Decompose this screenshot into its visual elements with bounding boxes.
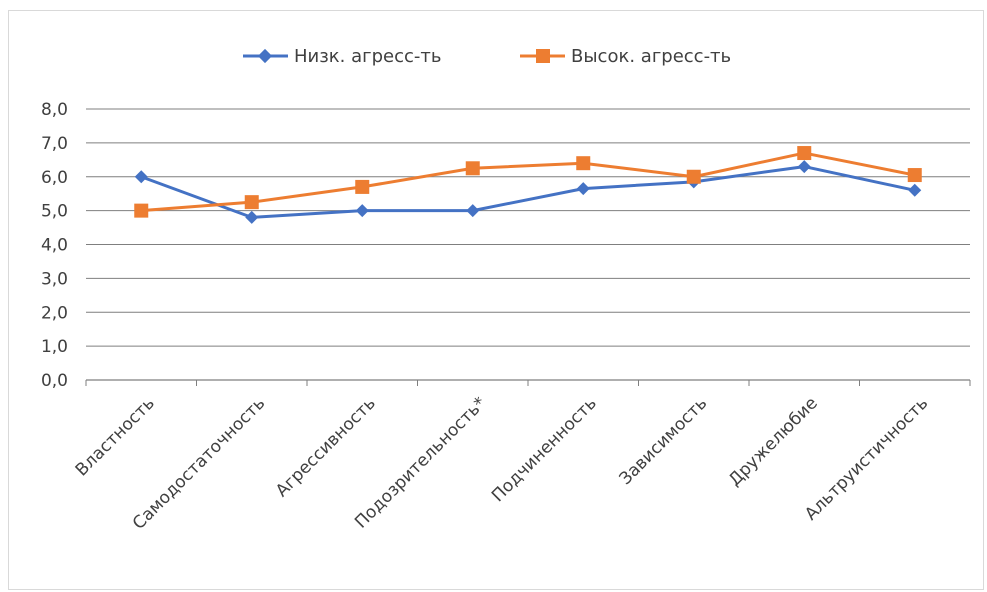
data-point-low [355, 204, 369, 218]
y-tick-label: 1,0 [41, 337, 68, 357]
gridlines [86, 108, 970, 347]
category-label: Дружелюбие [725, 393, 822, 490]
data-point-high [686, 169, 701, 184]
y-tick-label: 4,0 [41, 236, 68, 256]
legend-swatch-high-marker [536, 49, 550, 63]
y-tick-label: 2,0 [41, 303, 68, 323]
series-line-high [141, 151, 916, 213]
y-tick-label: 3,0 [41, 269, 68, 289]
data-point-low [245, 210, 259, 224]
data-point-high [134, 203, 149, 218]
y-tick-label: 8,0 [41, 100, 68, 120]
legend-label-high: Высок. агресс-ть [571, 46, 731, 67]
category-label: Подчиненность [488, 393, 601, 506]
y-tick-label: 6,0 [41, 168, 68, 188]
category-label: Властность [72, 393, 159, 480]
series-group [134, 146, 922, 224]
y-tick-label: 5,0 [41, 202, 68, 222]
category-label: Агрессивность [272, 393, 380, 501]
data-point-low [576, 182, 590, 196]
data-point-high [907, 168, 922, 183]
legend-item-low: Низк. агресс-ть [243, 46, 442, 67]
category-label: Альтруистичность [801, 393, 932, 524]
chart-frame [8, 10, 984, 590]
series-line-low [140, 165, 916, 219]
y-axis-tick-labels: 0,0 1,0 2,0 3,0 4,0 5,0 6,0 7,0 8,0 [41, 100, 68, 391]
data-point-high [465, 161, 480, 176]
axes [85, 379, 971, 386]
data-point-low [908, 183, 922, 197]
y-tick-label: 0,0 [41, 371, 68, 391]
category-label: Зависимость [616, 393, 712, 489]
legend-label-low: Низк. агресс-ть [294, 46, 442, 67]
data-point-low [797, 160, 811, 174]
data-point-high [576, 156, 591, 171]
legend: Низк. агресс-ть Высок. агресс-ть [243, 46, 731, 67]
data-point-high [355, 179, 370, 194]
legend-item-high: Высок. агресс-ть [520, 46, 731, 67]
data-point-high [797, 146, 812, 161]
data-point-low [134, 170, 148, 184]
legend-swatch-low-marker [257, 48, 273, 64]
y-tick-label: 7,0 [41, 134, 68, 154]
data-point-low [466, 204, 480, 218]
data-point-high [244, 195, 259, 210]
